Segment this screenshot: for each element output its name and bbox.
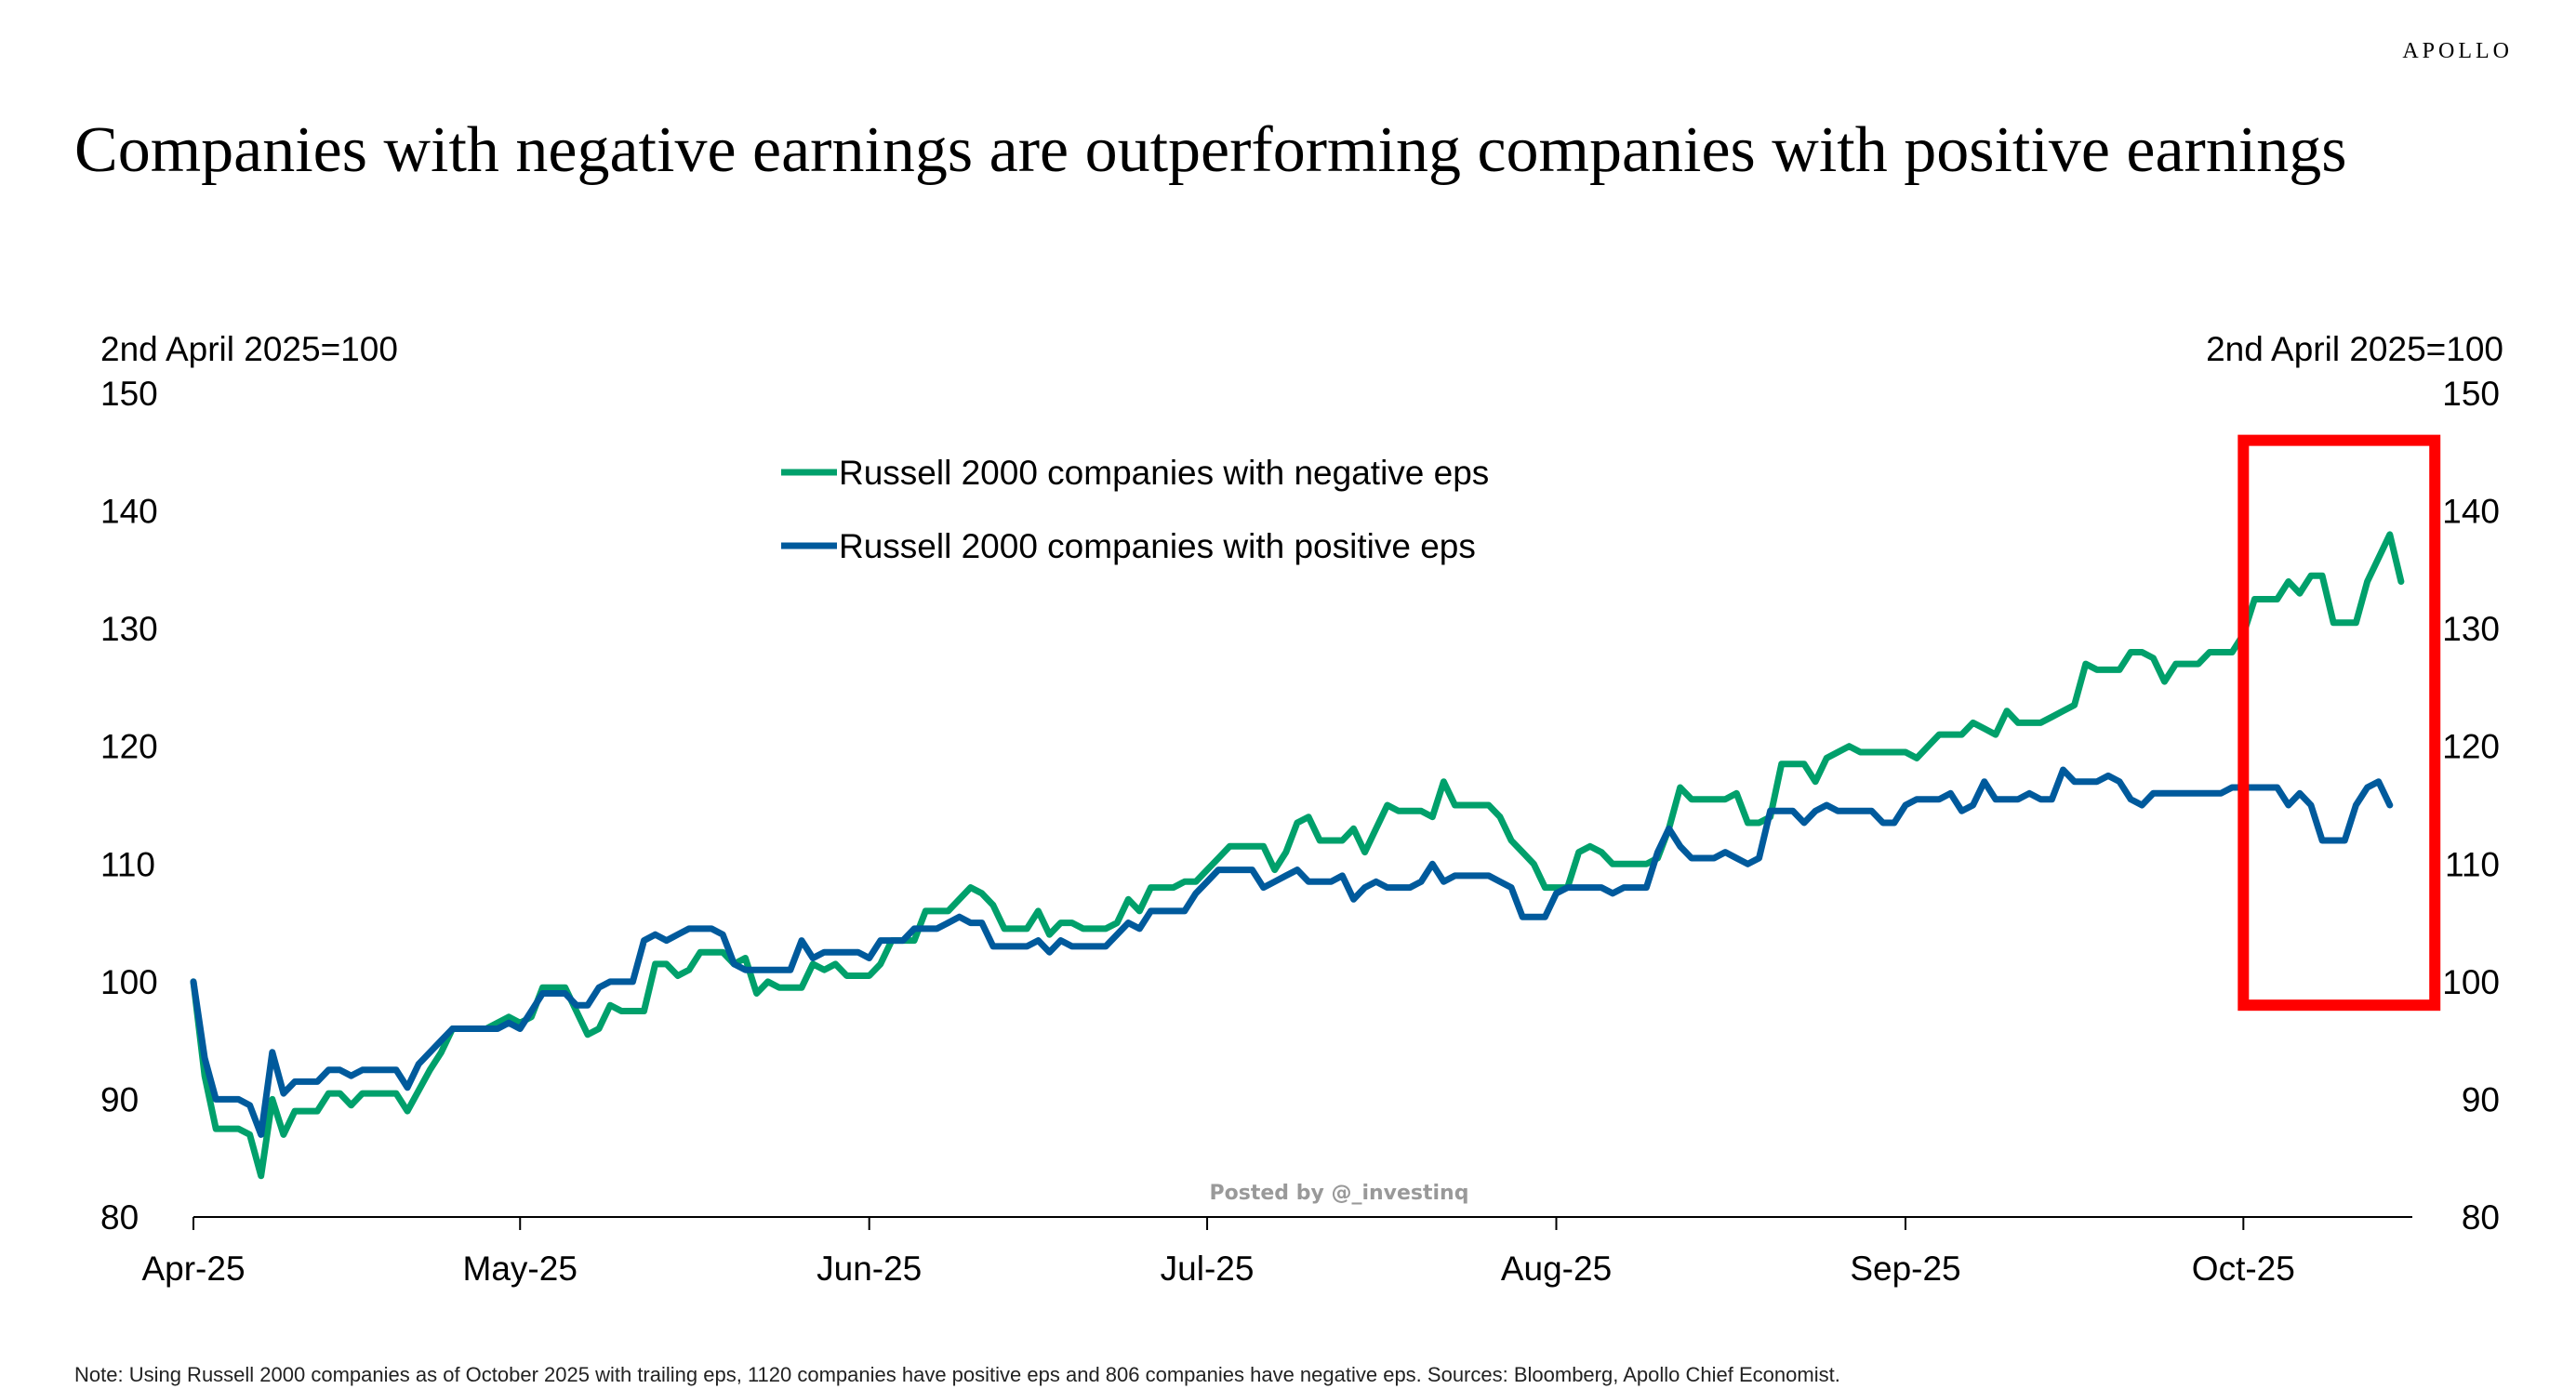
left-y-tick-label: 110	[100, 845, 155, 883]
right-y-tick-label: 80	[2462, 1198, 2500, 1237]
x-tick-label: Jun-25	[817, 1250, 922, 1288]
right-y-tick-label: 140	[2442, 493, 2500, 531]
positive-eps-line	[190, 766, 2394, 1138]
left-y-tick-label: 90	[100, 1080, 139, 1118]
left-y-tick-label: 140	[100, 493, 158, 531]
x-tick-label: May-25	[463, 1250, 578, 1288]
x-tick-label: Jul-25	[1161, 1250, 1255, 1288]
left-y-axis: 80 90 100 110 120 130 140 150	[100, 375, 158, 1237]
x-axis: Apr-25 May-25 Jun-25 Jul-25 Aug-25 Sep-25 Oct-…	[141, 1216, 2412, 1288]
left-y-tick-label: 80	[100, 1198, 139, 1237]
right-y-tick-label: 120	[2442, 728, 2500, 766]
left-y-tick-label: 100	[100, 963, 158, 1001]
right-y-axis: 80 90 100 110 120 130 140 150	[2442, 375, 2500, 1237]
negative-eps-line	[190, 531, 2405, 1180]
chart-title: Companies with negative earnings are out…	[74, 114, 2347, 186]
right-y-tick-label: 100	[2442, 963, 2500, 1001]
x-tick-label: Apr-25	[141, 1250, 245, 1288]
footnote: Note: Using Russell 2000 companies as of…	[74, 1363, 1840, 1386]
right-y-tick-label: 130	[2442, 610, 2500, 648]
right-y-tick-label: 110	[2445, 845, 2500, 883]
apollo-logo: APOLLO	[2402, 39, 2513, 63]
x-tick-label: Oct-25	[2192, 1250, 2295, 1288]
x-tick-label: Aug-25	[1501, 1250, 1612, 1288]
series-group	[190, 531, 2405, 1180]
legend-negative-label: Russell 2000 companies with negative eps	[839, 454, 1489, 492]
x-tick-label: Sep-25	[1850, 1250, 1960, 1288]
legend-positive-label: Russell 2000 companies with positive eps	[839, 527, 1476, 565]
legend: Russell 2000 companies with negative eps…	[781, 454, 1489, 565]
right-axis-label: 2nd April 2025=100	[2206, 330, 2503, 368]
left-y-tick-label: 120	[100, 728, 158, 766]
right-y-tick-label: 150	[2442, 375, 2500, 413]
left-axis-label: 2nd April 2025=100	[100, 330, 398, 368]
highlight-box	[2237, 434, 2441, 1012]
right-y-tick-label: 90	[2462, 1080, 2500, 1118]
left-y-tick-label: 130	[100, 610, 158, 648]
watermark: Posted by @_investinq	[1210, 1182, 1469, 1205]
left-y-tick-label: 150	[100, 375, 158, 413]
